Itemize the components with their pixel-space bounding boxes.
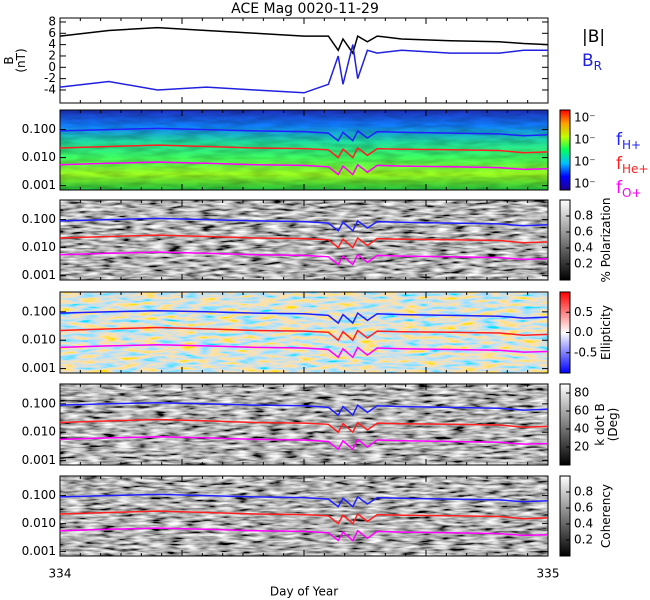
series-line (59, 326, 549, 342)
colorbar-label-text: Ellipticity (599, 305, 613, 360)
colorbar-tick-label: 0.4 (574, 241, 593, 255)
colorbar-tick-label: 40 (574, 422, 589, 436)
colorbar-label-text: Coherency (599, 484, 613, 548)
y-tick-label: 0.001 (22, 268, 56, 282)
series-line (59, 44, 548, 94)
colorbar-label-text: % Polarization (599, 198, 613, 283)
y-tick-label: 0.001 (22, 178, 56, 192)
legend-name: f (616, 178, 623, 198)
colorbar-tick-label: 0.0 (574, 325, 593, 339)
colorbar-tick-label: 0.8 (574, 485, 593, 499)
colorbar-tick-label: 10⁻ (574, 177, 596, 191)
colorbar-label-unit: (Deg) (606, 408, 620, 442)
colorbar-tick-label: 0.2 (574, 533, 593, 547)
colorbar-tick-label: 10⁻ (574, 155, 596, 169)
colorbar-tick-label: 10⁻ (574, 133, 596, 147)
colorbar-tick-label: 0.2 (574, 257, 593, 271)
legend-name: |B| (582, 27, 605, 47)
legend-entry: BR (582, 51, 602, 73)
colorbar (559, 475, 571, 557)
colorbar-tick-label: 0.4 (574, 517, 593, 531)
y-tick-label: 6 (48, 26, 56, 40)
y-tick-label: 0.010 (22, 240, 56, 254)
chart-title: ACE Mag 0020-11-29 (231, 1, 379, 17)
colorbar-label: Ellipticity (599, 305, 613, 360)
series-line (59, 127, 549, 142)
colorbar-label: k dot B(Deg) (593, 403, 620, 445)
y-tick-label: 4 (48, 37, 56, 51)
colorbar-tick-label: 20 (574, 440, 589, 454)
colorbar-label-text: k dot B (593, 403, 607, 445)
colorbar-tick-label: 10⁻ (574, 111, 596, 125)
legend-name: B (582, 51, 594, 71)
y-tick-label: 0.100 (22, 122, 56, 136)
y-tick-label: 0.001 (22, 361, 56, 375)
colorbar-tick-label: 0.5 (574, 305, 593, 319)
series-line (59, 251, 549, 266)
legend-sub: O+ (622, 186, 642, 200)
legend-sub: R (594, 59, 602, 73)
series-line (59, 161, 549, 176)
colorbar (559, 383, 571, 466)
y-label: B (2, 56, 16, 64)
series-line (59, 309, 549, 325)
series-line (59, 510, 549, 525)
y-tick-label: 0.010 (22, 333, 56, 347)
legend-entry: fH+ (616, 130, 641, 152)
legend-sub: He+ (622, 162, 648, 176)
series-line (59, 344, 549, 359)
legend-sub: H+ (622, 138, 641, 152)
y-tick-label: 2 (48, 48, 56, 62)
colorbar-tick-label: -0.5 (574, 345, 597, 359)
x-tick-label: 334 (49, 567, 72, 581)
colorbar (559, 199, 571, 281)
series-line (59, 418, 549, 434)
legend-name: f (616, 154, 623, 174)
plot-frame (59, 17, 549, 104)
series-line (59, 26, 549, 55)
colorbar-label: Coherency (599, 484, 613, 548)
x-axis-label: Day of Year (270, 585, 338, 599)
y-tick-label: 0.001 (22, 453, 56, 467)
x-tick-label: 335 (537, 567, 560, 581)
colorbar-tick-label: 0.6 (574, 501, 593, 515)
colorbar-label: % Polarization (599, 198, 613, 283)
colorbar-tick-label: 0.6 (574, 225, 593, 239)
y-tick-label: 8 (48, 14, 56, 28)
series-line (59, 493, 549, 508)
y-tick-label: 0.001 (22, 544, 56, 558)
y-tick-label: 0.100 (22, 304, 56, 318)
y-label-unit: (nT) (14, 48, 28, 72)
series-line (59, 234, 549, 249)
y-tick-label: 0 (48, 60, 56, 74)
colorbar-tick-label: 0.8 (574, 209, 593, 223)
series-line (59, 527, 549, 542)
legend-name: f (616, 130, 623, 150)
y-tick-label: -4 (44, 82, 56, 96)
y-tick-label: -2 (44, 71, 56, 85)
legend-entry: |B| (582, 27, 605, 47)
series-line (59, 217, 549, 232)
series-line (59, 144, 549, 159)
legend-entry: fO+ (616, 178, 642, 200)
y-tick-label: 0.010 (22, 516, 56, 530)
y-tick-label: 0.010 (22, 425, 56, 439)
colorbar (559, 109, 571, 191)
y-tick-label: 0.100 (22, 488, 56, 502)
y-tick-label: 0.100 (22, 396, 56, 410)
legend-entry: fHe+ (616, 154, 648, 176)
y-tick-label: 0.100 (22, 212, 56, 226)
y-axis-label: B(nT) (2, 48, 28, 72)
y-tick-label: 0.010 (22, 150, 56, 164)
colorbar-tick-label: 60 (574, 404, 589, 418)
colorbar-tick-label: 80 (574, 386, 589, 400)
series-line (59, 436, 549, 451)
series-line (59, 401, 549, 417)
